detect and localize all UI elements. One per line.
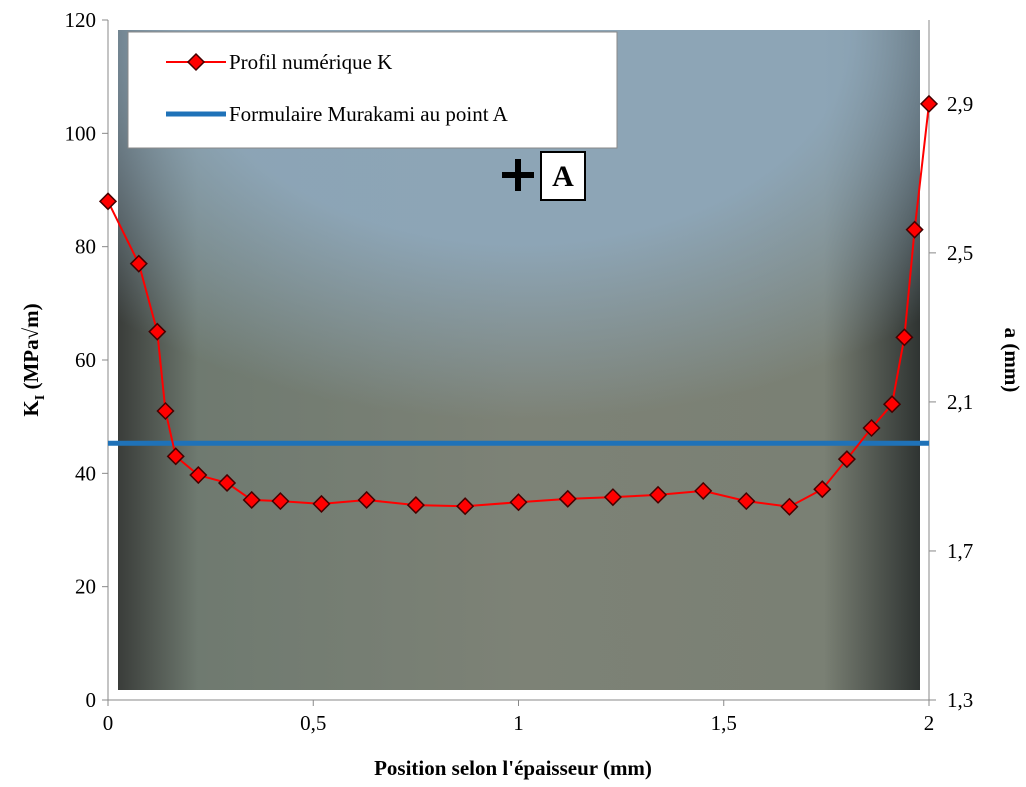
y-label-unit: (MPa√m) xyxy=(19,303,43,394)
marker xyxy=(737,492,756,511)
y-label-main: K xyxy=(19,400,43,417)
marker xyxy=(357,490,376,510)
marker xyxy=(862,418,881,438)
x-tick-label: 2 xyxy=(924,711,935,735)
annotation-text: A xyxy=(552,160,574,193)
legend: Profil numérique K Formulaire Murakami au… xyxy=(127,31,618,149)
marker xyxy=(217,473,237,493)
marker xyxy=(129,254,148,273)
y-tick-label: 120 xyxy=(65,8,97,32)
y-tick-label: 20 xyxy=(75,575,96,599)
marker xyxy=(919,94,939,113)
marker xyxy=(456,497,475,516)
marker xyxy=(905,220,924,239)
marker xyxy=(242,490,261,510)
x-tick-label: 0 xyxy=(103,711,114,735)
y-tick-label: 60 xyxy=(75,348,96,372)
y2-tick-label: 1,7 xyxy=(947,539,973,563)
y-label-sub: I xyxy=(33,395,48,400)
y2-tick-label: 2,9 xyxy=(947,92,973,116)
marker xyxy=(509,493,528,512)
marker xyxy=(895,328,914,347)
marker xyxy=(406,496,425,515)
marker xyxy=(837,450,856,469)
x-axis-label: Position selon l'épaisseur (mm) xyxy=(374,756,652,780)
y-tick-label: 80 xyxy=(75,235,96,259)
marker xyxy=(603,488,622,507)
marker xyxy=(813,480,832,499)
y-axis-label: KI (MPa√m) xyxy=(19,303,48,416)
legend-label: Profil numérique K xyxy=(229,50,392,74)
y-tick-label: 40 xyxy=(75,461,96,485)
marker xyxy=(156,401,175,421)
x-tick-label: 1 xyxy=(513,711,524,735)
marker xyxy=(649,485,668,504)
legend-label: Formulaire Murakami au point A xyxy=(229,102,509,126)
marker xyxy=(148,322,167,341)
legend-marker xyxy=(186,52,206,72)
x-tick-label: 1,5 xyxy=(711,711,737,735)
marker xyxy=(882,395,902,414)
annotation: A xyxy=(502,151,586,201)
y2-tick-label: 2,1 xyxy=(947,390,973,414)
marker xyxy=(271,492,290,511)
marker xyxy=(189,465,208,485)
legend-box xyxy=(127,31,618,149)
y-tick-label: 100 xyxy=(65,121,97,145)
marker xyxy=(312,494,331,513)
marker xyxy=(780,497,799,516)
y2-tick-label: 1,3 xyxy=(947,688,973,712)
marker xyxy=(558,489,577,508)
x-tick-label: 0,5 xyxy=(300,711,326,735)
marker xyxy=(98,192,118,211)
y2-tick-label: 2,5 xyxy=(947,241,973,265)
marker xyxy=(166,447,185,466)
y-tick-label: 0 xyxy=(86,688,97,712)
y2-axis-label: a (mm) xyxy=(1000,328,1024,393)
annotation-box xyxy=(540,151,586,201)
marker xyxy=(694,481,713,500)
